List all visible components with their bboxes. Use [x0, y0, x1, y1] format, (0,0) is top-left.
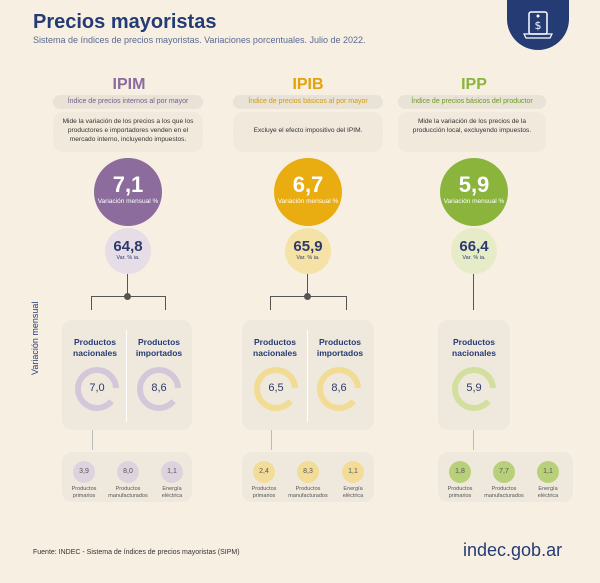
ipib-yearly-label: Var. % ia. — [296, 255, 320, 261]
ipib-manufactured-label: Productos manufacturados — [288, 486, 328, 499]
ipib-national-value: 6,5 — [268, 382, 284, 394]
ipp-groups-panel — [438, 320, 510, 430]
ipib-yearly-value: 65,9 — [293, 238, 323, 255]
connector — [127, 274, 128, 296]
ipib-title: IPIB — [292, 76, 324, 93]
ipib-national-label: Productos nacionales — [253, 337, 297, 358]
ipp-monthly-label: Variación mensual % — [443, 198, 505, 205]
connector — [271, 430, 272, 450]
ipib-yearly-circle: 65,9 Var. % ia. — [285, 228, 331, 274]
ipim-energy-label: Energía eléctrica — [161, 486, 183, 499]
monthly-variation-label: Variación mensual — [30, 301, 40, 375]
ipim-monthly-label: Variación mensual % — [97, 198, 159, 205]
ipib-primary-label: Productos primarios — [251, 486, 277, 499]
ipp-yearly-label: Var. % ia. — [462, 255, 486, 261]
ipib-energy-value: 1,1 — [342, 461, 364, 483]
ipib-monthly-value: 6,7 — [292, 172, 324, 197]
ipp-description: Mide la variación de los precios de la p… — [398, 112, 546, 152]
ipim-description: Mide la variación de los precios a los q… — [53, 112, 203, 152]
ipib-primary-value: 2,4 — [253, 461, 275, 483]
ipp-national-ring — [451, 366, 497, 412]
ipim-monthly-circle: 7,1 Variación mensual % — [94, 158, 162, 226]
page-title: Precios mayoristas — [33, 11, 217, 33]
ipp-manufactured-label: Productos manufacturados — [484, 486, 524, 499]
ipim-primary-label: Productos primarios — [71, 486, 97, 499]
ipp-yearly-value: 66,4 — [459, 238, 489, 255]
ipp-manufactured-value: 7,7 — [493, 461, 515, 483]
connector-dot — [124, 293, 131, 300]
ipib-full-name: Índice de precios básicos al por mayor — [233, 95, 383, 109]
ipib-imported-label: Productos importados — [316, 337, 364, 358]
connector — [92, 430, 93, 450]
ipp-yearly-circle: 66,4 Var. % ia. — [451, 228, 497, 274]
ipim-yearly-value: 64,8 — [113, 238, 143, 255]
ipib-monthly-label: Variación mensual % — [277, 198, 339, 205]
ipp-primary-value: 1,8 — [449, 461, 471, 483]
ipim-energy-value: 1,1 — [161, 461, 183, 483]
connector — [307, 274, 308, 296]
ipp-national-label: Productos nacionales — [452, 337, 496, 358]
ipp-monthly-value: 5,9 — [458, 172, 490, 197]
source-note: Fuente: INDEC - Sistema de índices de pr… — [33, 549, 240, 556]
ipim-manufactured-value: 8,0 — [117, 461, 139, 483]
ipib-imported-value: 8,6 — [331, 382, 347, 394]
ipim-monthly-value: 7,1 — [112, 172, 144, 197]
page-subtitle: Sistema de índices de precios mayoristas… — [33, 35, 366, 45]
connector-dot — [304, 293, 311, 300]
ipim-imported-value: 8,6 — [151, 382, 167, 394]
ipim-imported-ring — [136, 366, 182, 412]
ipp-monthly-circle: 5,9 Variación mensual % — [440, 158, 508, 226]
ipib-energy-label: Energía eléctrica — [342, 486, 364, 499]
ipim-yearly-label: Var. % ia. — [116, 255, 140, 261]
connector — [165, 296, 166, 310]
ipib-monthly-circle: 6,7 Variación mensual % — [274, 158, 342, 226]
connector — [473, 430, 474, 450]
ipp-full-name: Índice de precios básicos del productor — [398, 95, 546, 109]
ipim-yearly-circle: 64,8 Var. % ia. — [105, 228, 151, 274]
ipim-national-ring — [74, 366, 120, 412]
ipim-manufactured-label: Productos manufacturados — [108, 486, 148, 499]
ipim-title: IPIM — [112, 76, 146, 93]
ipib-imported-ring — [316, 366, 362, 412]
divider — [126, 330, 127, 422]
connector — [346, 296, 347, 310]
divider — [307, 330, 308, 422]
ipim-full-name: Índice de precios internos al por mayor — [53, 95, 203, 109]
ipp-national-value: 5,9 — [466, 382, 482, 394]
svg-text:$: $ — [535, 19, 542, 32]
connector — [91, 296, 92, 310]
ipim-imported-label: Productos importados — [135, 337, 183, 358]
ipp-primary-label: Productos primarios — [447, 486, 473, 499]
ipib-description: Excluye el efecto impositivo del IPIM. — [233, 112, 383, 152]
ipp-energy-value: 1,1 — [537, 461, 559, 483]
ipib-national-ring — [253, 366, 299, 412]
ipim-primary-value: 3,9 — [73, 461, 95, 483]
indec-logo: indec.gob.ar — [463, 540, 563, 560]
ipim-national-label: Productos nacionales — [73, 337, 117, 358]
connector — [473, 274, 474, 310]
price-tag-logo: $ — [507, 0, 569, 50]
ipp-energy-label: Energía eléctrica — [537, 486, 559, 499]
price-tag-icon: $ — [523, 11, 553, 39]
connector — [270, 296, 271, 310]
ipim-national-value: 7,0 — [89, 382, 105, 394]
ipp-title: IPP — [461, 76, 487, 93]
ipib-manufactured-value: 8,3 — [297, 461, 319, 483]
